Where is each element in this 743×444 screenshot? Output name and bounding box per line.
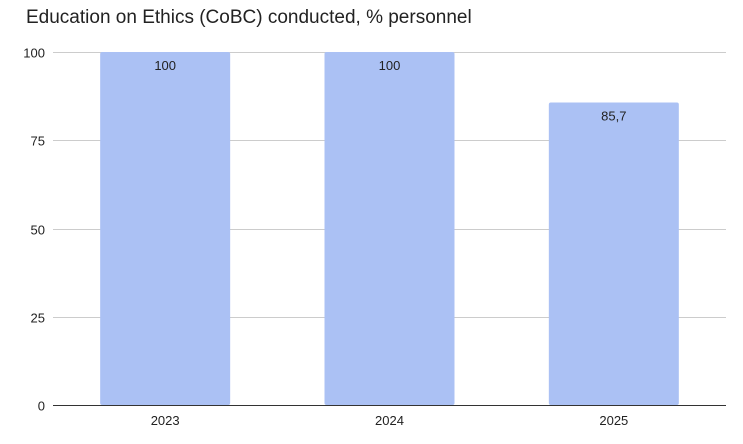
y-tick-label: 50 (31, 223, 45, 238)
bar-2023 (100, 52, 231, 405)
y-tick-label: 25 (31, 311, 45, 326)
data-label: 100 (154, 58, 176, 73)
chart-title: Education on Ethics (CoBC) conducted, % … (26, 7, 472, 28)
bar-2024 (324, 52, 455, 405)
x-tick-label: 2025 (599, 413, 628, 428)
data-label: 100 (379, 58, 401, 73)
x-tick-label: 2024 (375, 413, 404, 428)
x-tick-label: 2023 (151, 413, 180, 428)
data-label: 85,7 (601, 108, 626, 123)
y-tick-label: 75 (31, 134, 45, 149)
bar-2025 (548, 102, 679, 405)
y-tick-label: 0 (38, 399, 45, 414)
y-tick-label: 100 (23, 46, 45, 61)
